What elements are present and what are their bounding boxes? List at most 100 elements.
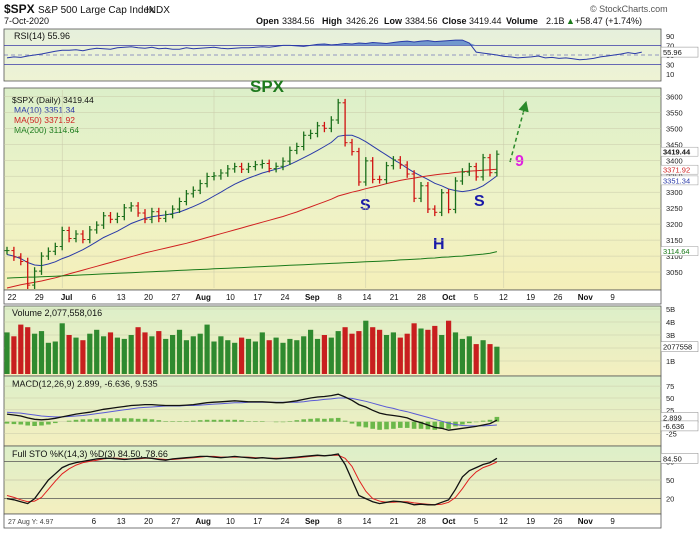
price-bar	[232, 162, 238, 173]
macd-histogram-bar	[94, 418, 99, 422]
price-bar	[225, 165, 231, 177]
close-value: 3419.44	[469, 16, 502, 26]
bottom-tick-label: 10	[226, 517, 235, 526]
volume-bar	[473, 344, 479, 374]
volume-bar	[232, 342, 238, 374]
macd-histogram-bar	[32, 421, 37, 426]
volume-bar	[197, 333, 203, 374]
price-value-box	[660, 146, 699, 157]
macd-histogram-bar	[156, 420, 162, 422]
date-tick-label: 13	[117, 293, 126, 302]
volume-bar	[328, 337, 334, 374]
change-arrow-icon: ▲	[566, 16, 575, 26]
volume-bar	[370, 327, 376, 374]
volume-bar	[239, 337, 245, 374]
macd-histogram-bar	[391, 421, 396, 429]
price-bar	[39, 252, 44, 275]
bottom-tick-label: 17	[253, 517, 262, 526]
price-legend-ma200: MA(200) 3114.64	[14, 125, 79, 135]
price-bar	[59, 226, 65, 251]
volume-bar	[342, 327, 348, 374]
macd-histogram-bar	[149, 419, 155, 422]
price-tick-label: 3200	[666, 220, 683, 229]
date-tick-label: 14	[362, 293, 371, 302]
volume-bar	[176, 329, 183, 374]
price-bar	[73, 230, 79, 243]
macd-histogram-bar	[184, 421, 189, 422]
volume-bar	[94, 329, 100, 374]
right-shoulder-label: S	[474, 193, 485, 210]
price-value-box	[660, 175, 699, 186]
macd-histogram-bar	[218, 419, 224, 422]
date-tick-label: 22	[8, 293, 17, 302]
price-bar	[363, 157, 369, 186]
volume-bar	[487, 344, 493, 374]
macd-histogram-bar	[335, 417, 341, 422]
bottom-tick-label: 21	[390, 517, 399, 526]
head-label: H	[433, 236, 445, 253]
volume-bar	[411, 323, 417, 374]
date-tick-label: Sep	[305, 293, 320, 302]
date-tick-label: 24	[281, 293, 290, 302]
bottom-tick-label: Oct	[442, 517, 456, 526]
index-name: S&P 500 Large Cap Index	[38, 5, 154, 16]
macd-histogram-bar	[246, 421, 251, 422]
price-bar	[425, 182, 431, 213]
macd-histogram-bar	[239, 420, 244, 422]
stochastic-value-label-box	[660, 453, 699, 464]
volume-bar	[466, 336, 472, 374]
bottom-tick-label: Nov	[578, 517, 594, 526]
price-bar	[11, 246, 17, 261]
price-bar	[4, 246, 10, 255]
date-tick-label: Aug	[195, 293, 211, 302]
price-bar	[149, 207, 155, 224]
price-bar	[459, 168, 465, 185]
date-tick-label: Nov	[578, 293, 594, 302]
volume-bar	[363, 320, 369, 374]
price-bar	[294, 142, 300, 155]
volume-bar	[452, 332, 459, 374]
macd-tick-label: 25	[666, 406, 674, 415]
bottom-tick-label: Aug	[195, 517, 211, 526]
macd-histogram-bar	[473, 421, 479, 423]
volume-bar	[218, 336, 224, 374]
volume-bar	[38, 331, 45, 374]
volume-bar	[107, 332, 114, 374]
volume-bar	[18, 324, 24, 374]
price-tick-label: 3300	[666, 188, 683, 197]
price-bar	[273, 162, 279, 173]
price-bar	[170, 205, 176, 219]
stochastic-value-label: 84.50	[663, 454, 682, 463]
date-tick-label: Jul	[61, 293, 73, 302]
bottom-tick-label: 12	[499, 517, 508, 526]
bottom-tick-label: 19	[526, 517, 535, 526]
volume-bar	[314, 338, 321, 374]
price-tick-label: 3250	[666, 204, 683, 213]
bottom-tick-label: 8	[337, 517, 342, 526]
macd-histogram-bar	[280, 421, 286, 423]
price-bar	[211, 172, 217, 181]
chart-header: $SPX S&P 500 Large Cap Index INDX 7-Oct-…	[4, 2, 668, 26]
price-bar	[80, 230, 86, 244]
volume-bar	[390, 332, 396, 374]
macd-histogram-bar	[204, 419, 210, 422]
price-bar	[418, 182, 424, 203]
macd-histogram-bar	[73, 419, 79, 422]
price-bar	[197, 179, 203, 195]
volume-bar	[190, 336, 196, 374]
price-bar	[342, 98, 348, 147]
quote-summary: Open 3384.56 High 3426.26 Low 3384.56 Cl…	[256, 16, 642, 26]
macd-histogram-bar	[398, 421, 403, 428]
macd-histogram-bar	[273, 421, 279, 423]
macd-histogram-bar	[46, 421, 51, 425]
macd-histogram-bar	[418, 421, 424, 429]
price-tick-label: 3050	[666, 268, 683, 277]
volume-bar	[432, 325, 438, 374]
ma10-line	[6, 134, 498, 267]
price-bar	[190, 186, 196, 198]
price-bar	[321, 121, 327, 133]
volume-bar	[356, 331, 362, 374]
count-label: 9	[515, 153, 524, 170]
macd-histogram-bar	[363, 421, 369, 428]
price-legend-series: $SPX (Daily) 3419.44	[12, 95, 94, 105]
